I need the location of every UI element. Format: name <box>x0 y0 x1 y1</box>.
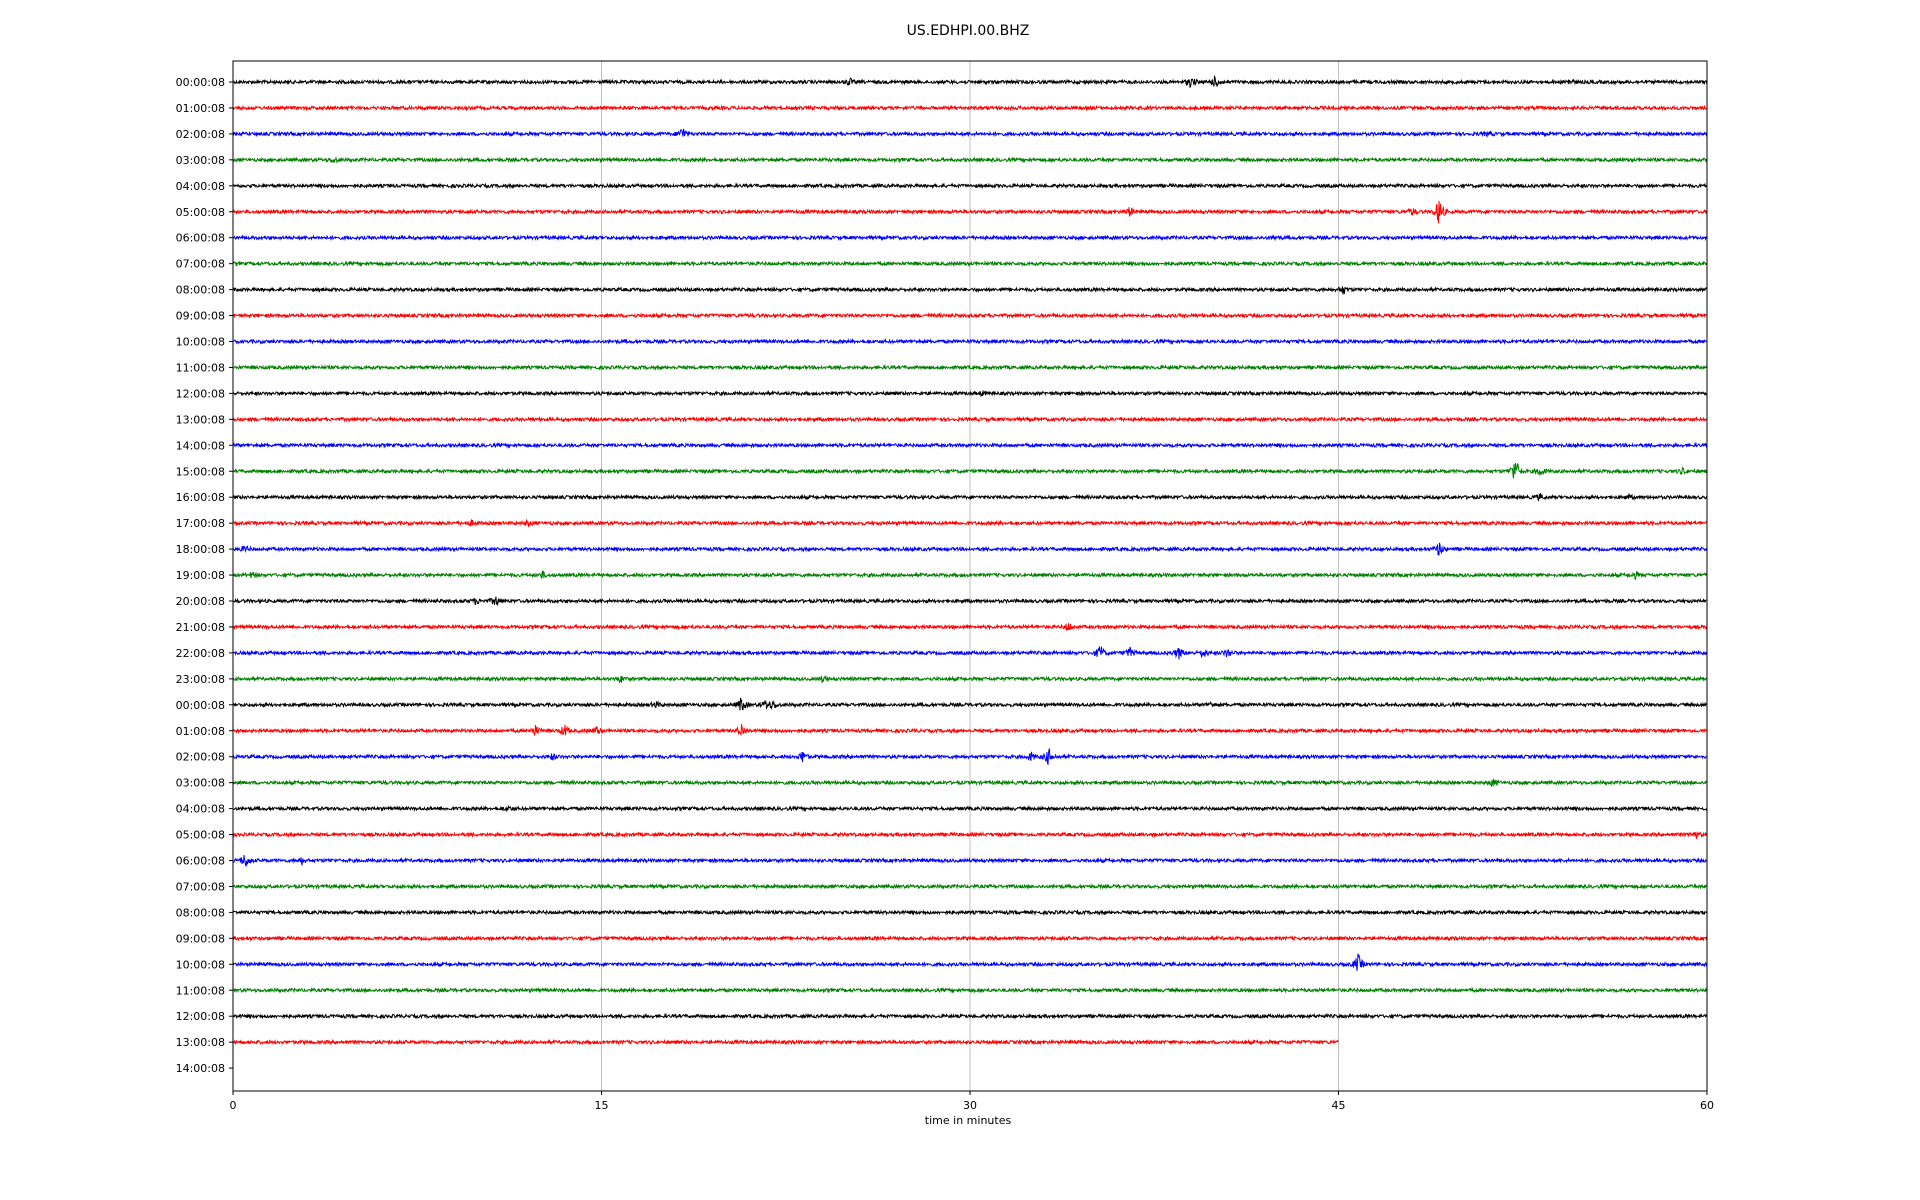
trace-line-20 <box>233 596 1708 606</box>
y-tick-label: 00:00:08 <box>176 699 225 712</box>
y-tick-label: 11:00:08 <box>176 361 225 374</box>
trace-line-28 <box>233 804 1708 813</box>
y-tick-label: 15:00:08 <box>176 465 225 478</box>
y-tick-label: 07:00:08 <box>176 880 225 893</box>
y-tick-label: 10:00:08 <box>176 336 225 349</box>
trace-line-2 <box>233 128 1708 138</box>
trace-line-5 <box>233 200 1708 224</box>
y-tick-label: 08:00:08 <box>176 906 225 919</box>
trace-line-6 <box>233 234 1708 242</box>
y-tick-label: 06:00:08 <box>176 232 225 245</box>
y-tick-label: 16:00:08 <box>176 491 225 504</box>
trace-line-19 <box>233 570 1708 581</box>
y-tick-label: 22:00:08 <box>176 647 225 660</box>
y-tick-label: 03:00:08 <box>176 154 225 167</box>
trace-line-25 <box>233 724 1708 737</box>
y-tick-label: 14:00:08 <box>176 1062 225 1075</box>
trace-line-12 <box>233 389 1708 398</box>
y-tick-label: 13:00:08 <box>176 413 225 426</box>
trace-line-29 <box>233 831 1708 840</box>
y-tick-label: 09:00:08 <box>176 310 225 323</box>
y-tick-label: 17:00:08 <box>176 517 225 530</box>
y-tick-label: 02:00:08 <box>176 128 225 141</box>
trace-line-9 <box>233 312 1708 320</box>
y-tick-label: 11:00:08 <box>176 984 225 997</box>
trace-line-31 <box>233 882 1708 890</box>
trace-line-24 <box>233 697 1708 711</box>
trace-line-16 <box>233 492 1708 502</box>
trace-line-0 <box>233 74 1708 89</box>
y-tick-label: 13:00:08 <box>176 1036 225 1049</box>
y-tick-label: 09:00:08 <box>176 932 225 945</box>
trace-line-11 <box>233 364 1708 371</box>
y-tick-label: 08:00:08 <box>176 284 225 297</box>
trace-line-30 <box>233 855 1708 868</box>
trace-line-15 <box>233 462 1708 479</box>
y-tick-label: 12:00:08 <box>176 387 225 400</box>
trace-line-3 <box>233 156 1708 165</box>
y-tick-label: 07:00:08 <box>176 258 225 271</box>
y-tick-label: 06:00:08 <box>176 855 225 868</box>
x-tick-label: 60 <box>1700 1099 1714 1112</box>
x-tick-label: 15 <box>595 1099 609 1112</box>
y-tick-label: 18:00:08 <box>176 543 225 556</box>
x-axis-label: time in minutes <box>925 1114 1012 1127</box>
trace-line-10 <box>233 337 1708 346</box>
trace-line-17 <box>233 518 1708 527</box>
x-tick-labels: 0 15 30 45 60 <box>230 1091 1714 1112</box>
trace-line-23 <box>233 674 1708 684</box>
trace-line-33 <box>233 934 1708 942</box>
y-tick-label: 05:00:08 <box>176 829 225 842</box>
trace-line-34 <box>233 953 1708 971</box>
y-tick-label: 01:00:08 <box>176 725 225 738</box>
trace-line-35 <box>233 986 1708 994</box>
y-tick-label: 03:00:08 <box>176 777 225 790</box>
y-tick-label: 05:00:08 <box>176 206 225 219</box>
trace-line-8 <box>233 286 1708 295</box>
trace-line-37 <box>233 1038 1339 1046</box>
trace-line-18 <box>233 542 1708 556</box>
y-tick-label: 10:00:08 <box>176 958 225 971</box>
y-tick-labels: 00:00:08 01:00:08 02:00:08 03:00:08 04:00:08… <box>176 76 233 1075</box>
trace-line-26 <box>233 748 1708 765</box>
y-tick-label: 04:00:08 <box>176 803 225 816</box>
y-tick-label: 00:00:08 <box>176 76 225 89</box>
trace-line-14 <box>233 441 1708 449</box>
chart-title: US.EDHPI.00.BHZ <box>907 23 1030 39</box>
y-tick-label: 04:00:08 <box>176 180 225 193</box>
y-tick-label: 02:00:08 <box>176 751 225 764</box>
trace-line-21 <box>233 623 1708 631</box>
trace-line-13 <box>233 415 1708 423</box>
y-tick-label: 19:00:08 <box>176 569 225 582</box>
y-tick-label: 01:00:08 <box>176 102 225 115</box>
x-tick-label: 0 <box>230 1099 237 1112</box>
trace-line-36 <box>233 1012 1708 1020</box>
x-tick-label: 45 <box>1332 1099 1346 1112</box>
y-tick-label: 20:00:08 <box>176 595 225 608</box>
trace-lines <box>233 74 1708 1046</box>
y-tick-label: 21:00:08 <box>176 621 225 634</box>
y-tick-label: 14:00:08 <box>176 439 225 452</box>
trace-line-22 <box>233 646 1708 660</box>
trace-line-7 <box>233 260 1708 268</box>
x-tick-label: 30 <box>963 1099 977 1112</box>
trace-line-27 <box>233 778 1708 788</box>
y-tick-label: 23:00:08 <box>176 673 225 686</box>
trace-line-32 <box>233 908 1708 916</box>
y-tick-label: 12:00:08 <box>176 1010 225 1023</box>
trace-line-4 <box>233 182 1708 190</box>
trace-line-1 <box>233 104 1708 112</box>
